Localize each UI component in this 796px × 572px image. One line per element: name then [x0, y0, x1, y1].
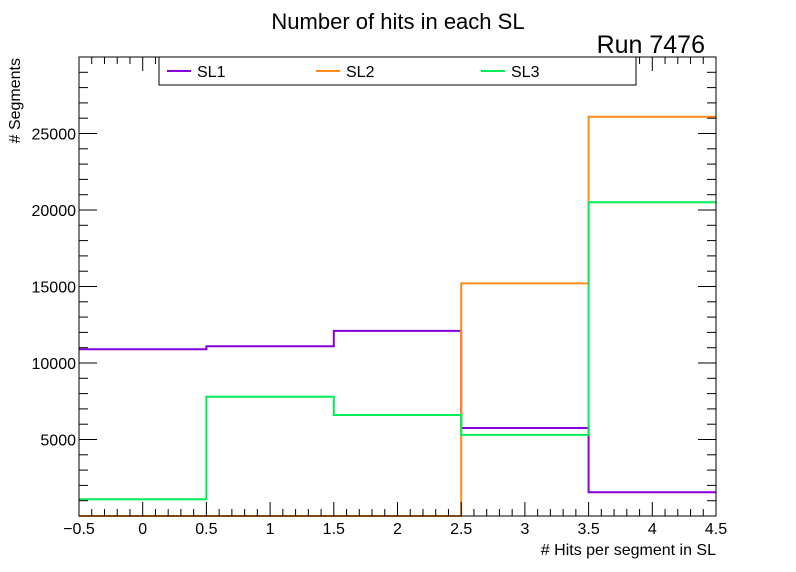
legend: SL1 SL2 SL3 — [158, 56, 637, 86]
y-tick-label: 5000 — [40, 433, 76, 450]
x-tick-label: 3 — [520, 521, 529, 538]
x-tick-label: 4 — [648, 521, 657, 538]
legend-label: SL2 — [346, 64, 375, 81]
x-tick-label: 1.5 — [323, 521, 345, 538]
y-tick-label: 15000 — [32, 280, 77, 297]
y-tick-label: 20000 — [32, 203, 77, 220]
legend-label: SL3 — [511, 64, 540, 81]
y-tick-label: 10000 — [32, 356, 77, 373]
ticks-layer — [78, 56, 717, 516]
x-tick-label: 0.5 — [195, 521, 217, 538]
chart-title: Number of hits in each SL — [271, 9, 524, 34]
legend-entry-sl3: SL3 — [481, 64, 540, 81]
x-tick-label: 0 — [138, 521, 147, 538]
legend-box — [158, 56, 637, 86]
x-tick-label: 1 — [266, 521, 275, 538]
series-sl1-line — [79, 329, 716, 494]
y-axis-label: # Segments — [7, 58, 24, 143]
series-sl3-line — [79, 201, 716, 501]
run-annotation: Run 7476 — [597, 31, 705, 59]
x-tick-label: 4.5 — [705, 521, 727, 538]
legend-label: SL1 — [197, 64, 226, 81]
x-tick-labels: −0.5 0 0.5 1 1.5 2 2.5 3 3.5 4 4.5 — [63, 521, 727, 538]
legend-entries: SL1 SL2 SL3 — [167, 64, 540, 81]
x-tick-label: 2.5 — [450, 521, 472, 538]
x-axis-label: # Hits per segment in SL — [541, 542, 716, 559]
x-tick-label: 3.5 — [577, 521, 599, 538]
y-tick-labels: 5000 10000 15000 20000 25000 — [32, 127, 77, 450]
x-tick-label: 2 — [393, 521, 402, 538]
legend-entry-sl1: SL1 — [167, 64, 226, 81]
x-tick-label: −0.5 — [63, 521, 95, 538]
legend-entry-sl2: SL2 — [316, 64, 375, 81]
y-tick-label: 25000 — [32, 127, 77, 144]
